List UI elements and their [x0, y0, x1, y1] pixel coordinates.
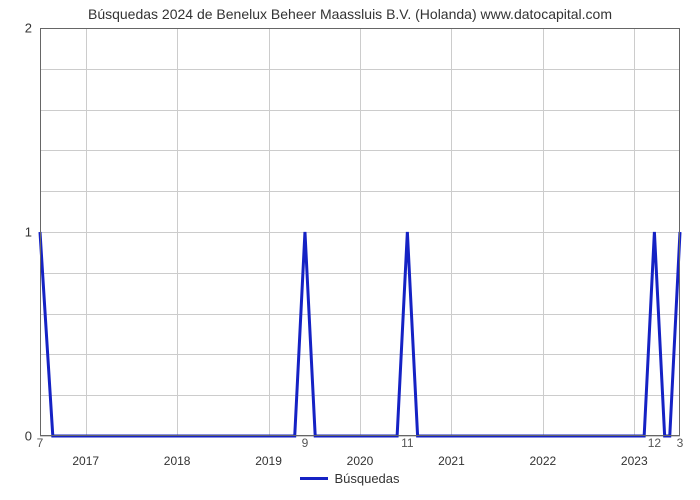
- x-tick-label: 2022: [529, 436, 556, 468]
- point-value-label: 3: [677, 434, 684, 450]
- y-tick-label: 1: [25, 225, 40, 240]
- point-value-label: 7: [37, 434, 44, 450]
- legend: Búsquedas: [0, 470, 700, 486]
- x-tick-label: 2023: [621, 436, 648, 468]
- point-value-label: 11: [401, 434, 413, 450]
- x-tick-label: 2018: [164, 436, 191, 468]
- chart-title: Búsquedas 2024 de Benelux Beheer Maasslu…: [0, 6, 700, 22]
- line-series: [40, 28, 680, 436]
- legend-label: Búsquedas: [334, 471, 399, 486]
- point-value-label: 12: [648, 434, 661, 450]
- legend-swatch: [300, 477, 328, 480]
- plot-area: 012 2017201820192020202120222023 7911123: [40, 28, 680, 436]
- x-tick-label: 2017: [72, 436, 99, 468]
- x-tick-label: 2020: [347, 436, 374, 468]
- series-polyline: [40, 232, 680, 436]
- x-tick-label: 2021: [438, 436, 465, 468]
- y-tick-label: 2: [25, 21, 40, 36]
- point-value-label: 9: [302, 434, 309, 450]
- x-tick-label: 2019: [255, 436, 282, 468]
